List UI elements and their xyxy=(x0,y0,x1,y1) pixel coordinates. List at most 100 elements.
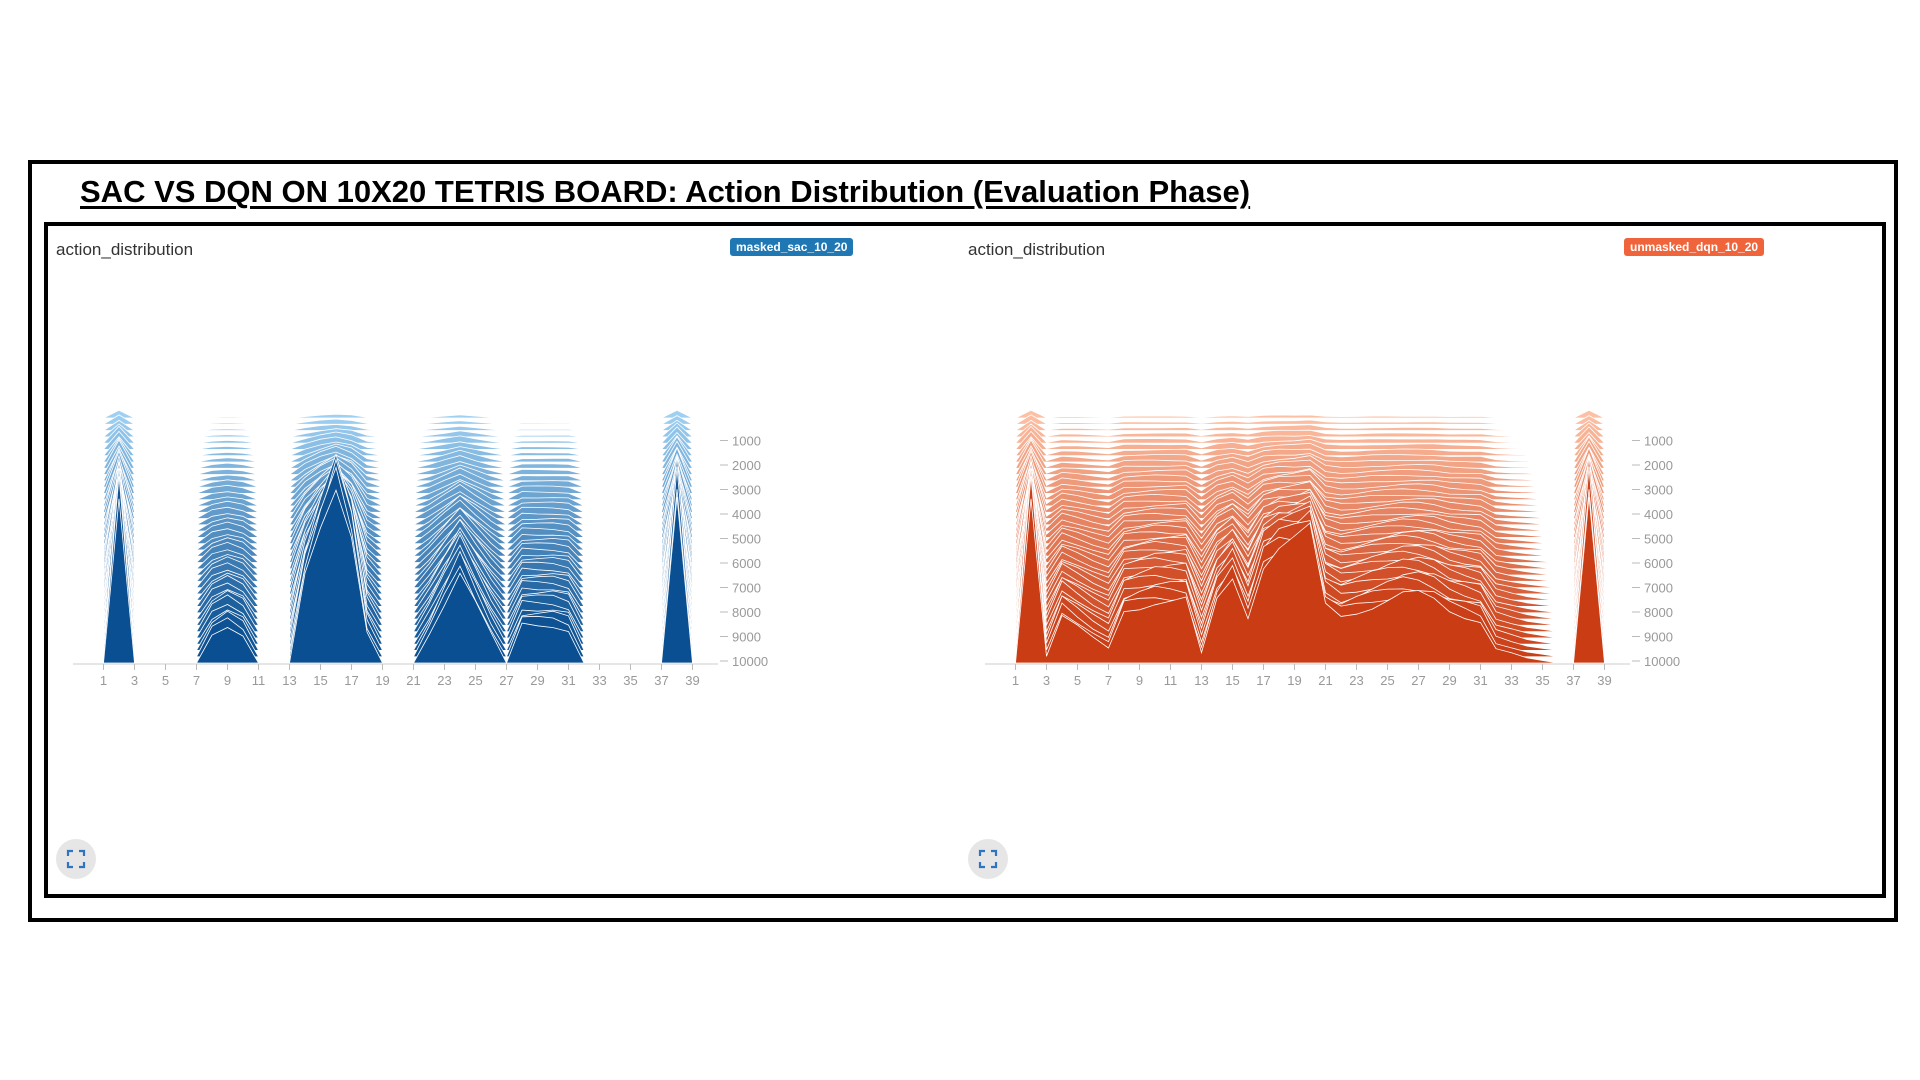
histogram-ridge xyxy=(1015,422,1605,438)
histogram-ridge xyxy=(1015,438,1605,470)
x-tick-label: 31 xyxy=(561,673,575,688)
histogram-ridge xyxy=(103,464,693,526)
step-tick-label: 3000 xyxy=(732,483,761,498)
expand-chart-button[interactable] xyxy=(56,839,96,879)
histogram-ridge xyxy=(1015,419,1605,432)
chart-tag-label: action_distribution xyxy=(968,240,1106,259)
histogram-ridge xyxy=(103,425,693,444)
histogram-ridge xyxy=(103,460,693,532)
step-tick-label: 2000 xyxy=(732,458,761,473)
histogram-ridge xyxy=(103,469,693,614)
step-tick-label: 2000 xyxy=(1644,458,1673,473)
histogram-ridge xyxy=(103,435,693,464)
histogram-chart-sac[interactable]: 1 3 5 7 9 11 13 15 17 19 21 23 25 27 29 31 33 35 37 3910002… xyxy=(50,238,900,888)
histogram-ridge xyxy=(1015,446,1605,488)
x-tick-label: 5 xyxy=(1074,673,1081,688)
x-tick-label: 39 xyxy=(685,673,699,688)
step-tick-label: 8000 xyxy=(1644,605,1673,620)
histogram-ridge xyxy=(1015,435,1605,464)
histogram-ridge xyxy=(1015,446,1605,482)
chart-panel-sac: 1 3 5 7 9 11 13 15 17 19 21 23 25 27 29 31 33 35 37 39 1000 2… xyxy=(50,238,900,888)
step-tick-label: 8000 xyxy=(732,605,761,620)
histogram-ridge xyxy=(103,453,693,633)
x-tick-label: 23 xyxy=(437,673,451,688)
x-tick-label: 1 xyxy=(100,673,107,688)
histogram-chart-dqn[interactable]: 1 3 5 7 9 11 13 15 17 19 21 23 25 27 29 31 33 35 37 3910002… xyxy=(962,238,1812,888)
histogram-ridge xyxy=(103,460,693,538)
figure-outer-frame xyxy=(28,160,1898,922)
histogram-ridge xyxy=(103,445,693,475)
histogram-ridge xyxy=(103,462,693,557)
histogram-ridge xyxy=(103,449,693,494)
step-tick-label: 10000 xyxy=(732,654,768,669)
step-tick-label: 1000 xyxy=(732,434,761,449)
x-tick-label: 3 xyxy=(131,673,138,688)
step-tick-label: 7000 xyxy=(1644,581,1673,596)
chart-panel-dqn: 1 3 5 7 9 11 13 15 17 19 21 23 25 27 29 31 33 35 37 39 1000 2… xyxy=(962,238,1812,888)
histogram-ridge xyxy=(103,446,693,482)
x-tick-label: 29 xyxy=(1442,673,1456,688)
histogram-ridge xyxy=(103,430,693,450)
step-tick-label: 9000 xyxy=(732,630,761,645)
x-tick-label: 9 xyxy=(1136,673,1143,688)
histogram-ridge xyxy=(103,472,693,620)
histogram-ridge xyxy=(103,435,693,457)
x-tick-label: 1 xyxy=(1012,673,1019,688)
x-tick-label: 33 xyxy=(592,673,606,688)
histogram-ridge xyxy=(103,446,693,488)
step-tick-label: 4000 xyxy=(732,507,761,522)
x-tick-label: 35 xyxy=(1535,673,1549,688)
histogram-ridge xyxy=(103,488,693,664)
page-title: SAC VS DQN ON 10X20 TETRIS BOARD: Action… xyxy=(80,174,1251,209)
histogram-ridge xyxy=(103,468,693,576)
x-tick-label: 37 xyxy=(654,673,668,688)
histogram-ridge xyxy=(103,462,693,601)
x-tick-label: 15 xyxy=(313,673,327,688)
histogram-ridge xyxy=(103,457,693,501)
histogram-ridge xyxy=(1015,435,1605,457)
x-tick-label: 37 xyxy=(1566,673,1580,688)
x-tick-label: 11 xyxy=(1164,673,1178,688)
step-tick-label: 9000 xyxy=(1644,630,1673,645)
histogram-ridge xyxy=(1015,425,1605,444)
expand-chart-button[interactable] xyxy=(968,839,1008,879)
histogram-ridge xyxy=(1015,496,1605,664)
x-tick-label: 15 xyxy=(1225,673,1239,688)
x-tick-label: 13 xyxy=(282,673,296,688)
histogram-ridge xyxy=(103,422,693,438)
x-tick-label: 11 xyxy=(252,673,266,688)
x-tick-label: 27 xyxy=(499,673,513,688)
run-badge-sac: masked_sac_10_20 xyxy=(730,238,854,256)
histogram-ridge xyxy=(103,455,693,627)
x-tick-label: 35 xyxy=(623,673,637,688)
step-tick-label: 1000 xyxy=(1644,434,1673,449)
histogram-ridge xyxy=(103,454,693,507)
histogram-ridge xyxy=(103,473,693,646)
step-tick-label: 6000 xyxy=(732,556,761,571)
histogram-ridge xyxy=(103,458,693,652)
histogram-ridge xyxy=(103,456,693,608)
x-tick-label: 7 xyxy=(1105,673,1112,688)
x-tick-label: 31 xyxy=(1473,673,1487,688)
run-badge-dqn: unmasked_dqn_10_20 xyxy=(1624,238,1765,256)
x-tick-label: 17 xyxy=(1256,673,1270,688)
histogram-ridge xyxy=(1015,414,1605,426)
x-tick-label: 29 xyxy=(530,673,544,688)
histogram-ridge xyxy=(103,475,693,639)
x-tick-label: 21 xyxy=(406,673,420,688)
fullscreen-icon xyxy=(978,849,998,869)
x-tick-label: 17 xyxy=(344,673,358,688)
step-tick-label: 7000 xyxy=(732,581,761,596)
x-tick-label: 19 xyxy=(1287,673,1301,688)
step-tick-label: 3000 xyxy=(1644,483,1673,498)
chart-tag-label: action_distribution xyxy=(56,240,194,259)
charts-frame xyxy=(44,222,1886,898)
x-tick-label: 21 xyxy=(1318,673,1332,688)
histogram-ridge xyxy=(103,476,693,570)
histogram-ridge xyxy=(103,469,693,551)
ridge-group xyxy=(1015,409,1605,664)
step-tick-label: 10000 xyxy=(1644,654,1680,669)
histogram-ridge xyxy=(103,414,693,426)
histogram-ridge xyxy=(1015,409,1605,419)
histogram-ridge xyxy=(103,466,693,658)
